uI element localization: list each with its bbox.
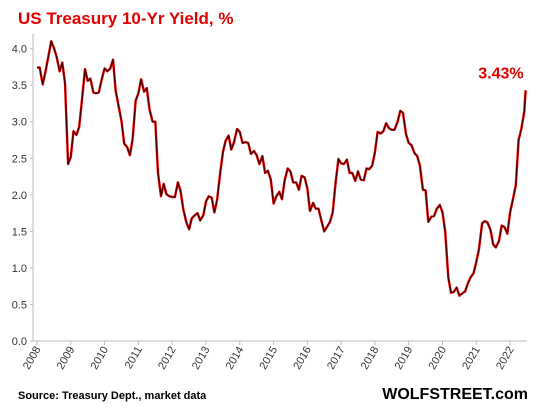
x-tick-label: 2011 [123,345,145,371]
y-tick-label: 0.0 [12,336,27,348]
series-line-overlay [37,39,526,297]
x-tick-label: 2016 [291,345,314,372]
y-tick-label: 0.5 [12,299,27,311]
brand: WOLFSTREET.com [382,386,528,403]
x-tick-label: 2020 [426,345,449,372]
x-tick-label: 2009 [55,345,78,372]
x-tick-label: 2010 [89,345,112,372]
source: Source: Treasury Dept., market data [18,390,207,402]
x-tick-label: 2015 [258,345,281,372]
chart-title: US Treasury 10-Yr Yield, % [18,9,233,28]
y-tick-label: 4.0 [12,44,27,56]
series-line [37,40,527,297]
x-tick-label: 2018 [359,345,382,372]
y-tick-label: 1.0 [12,263,27,275]
y-tick-label: 2.5 [12,153,27,165]
y-tick-label: 2.0 [12,190,27,202]
annotation: 3.43% [478,65,523,82]
x-tick-label: 2012 [156,345,179,372]
x-tick-label: 2022 [494,345,517,372]
x-tick-label: 2014 [224,345,247,372]
x-tick-label: 2013 [190,345,213,372]
x-tick-label: 2017 [325,345,348,372]
y-tick-label: 3.5 [12,80,27,92]
y-tick-label: 3.0 [12,117,27,129]
y-tick-label: 1.5 [12,226,27,238]
x-tick-label: 2008 [21,345,44,372]
x-tick-label: 2019 [393,345,416,372]
x-tick-label: 2021 [460,345,483,372]
